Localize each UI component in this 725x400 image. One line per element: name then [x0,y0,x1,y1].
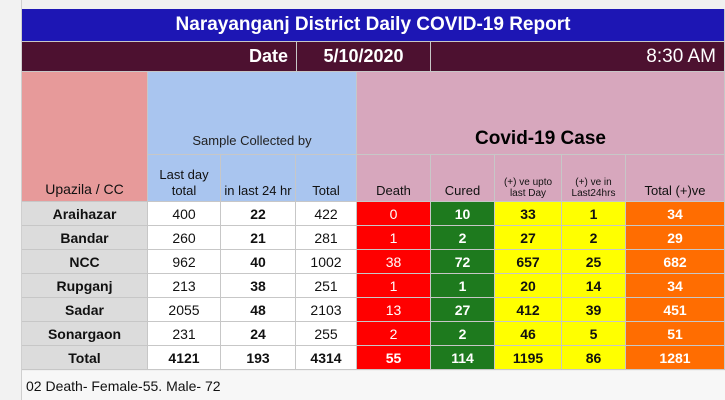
death-cell: 13 [357,298,431,322]
cured-cell: 10 [431,202,495,226]
total-positive-cell: 451 [626,298,725,322]
death-cell: 1 [357,226,431,250]
total-positive-cell: 51 [626,322,725,346]
last-day-total-cell: 213 [148,274,221,298]
sheet-left-edge [0,0,22,400]
positive-24hrs-cell: 25 [562,250,626,274]
positive-upto-cell: 1195 [495,346,562,370]
sample-total-cell: 422 [296,202,357,226]
cured-cell: 27 [431,298,495,322]
sample-total-cell: 281 [296,226,357,250]
positive-upto-cell: 412 [495,298,562,322]
positive-upto-cell: 46 [495,322,562,346]
last-24-hr-cell: 21 [221,226,296,250]
positive-upto-cell: 27 [495,226,562,250]
sample-collected-header: Sample Collected by [148,72,357,155]
positive-upto-cell: 20 [495,274,562,298]
last-24-hr-cell: 38 [221,274,296,298]
sample-total-cell: 2103 [296,298,357,322]
death-cell: 0 [357,202,431,226]
positive-24hrs-cell: 5 [562,322,626,346]
last-24-hr-cell: 193 [221,346,296,370]
upazila-name: Rupganj [22,274,148,298]
upazila-name: Araihazar [22,202,148,226]
cured-cell: 72 [431,250,495,274]
death-cell: 1 [357,274,431,298]
upazila-name: Total [22,346,148,370]
last-day-total-cell: 2055 [148,298,221,322]
last-24-hr-cell: 22 [221,202,296,226]
last-day-total-header: Last day total [148,155,221,202]
cured-cell: 2 [431,226,495,250]
sample-total-cell: 251 [296,274,357,298]
last-day-total-cell: 260 [148,226,221,250]
total-positive-cell: 34 [626,274,725,298]
positive-24hrs-cell: 86 [562,346,626,370]
upazila-name: Bandar [22,226,148,250]
footnote: 02 Death- Female-55. Male- 72 [22,371,725,400]
total-positive-header: Total (+)ve [626,155,725,202]
last-24-hr-cell: 24 [221,322,296,346]
cured-header: Cured [431,155,495,202]
death-cell: 2 [357,322,431,346]
last-day-total-cell: 400 [148,202,221,226]
positive-upto-cell: 657 [495,250,562,274]
death-cell: 38 [357,250,431,274]
cured-cell: 114 [431,346,495,370]
last-day-total-cell: 231 [148,322,221,346]
positive-24hrs-cell: 39 [562,298,626,322]
death-header: Death [357,155,431,202]
in-last-24-hr-header: in last 24 hr [221,155,296,202]
sample-total-header: Total [296,155,357,202]
sample-total-cell: 4314 [296,346,357,370]
total-positive-cell: 682 [626,250,725,274]
date-value: 5/10/2020 [297,42,431,72]
time-value: 8:30 AM [431,42,725,72]
sample-total-cell: 255 [296,322,357,346]
positive-upto-cell: 33 [495,202,562,226]
positive-24hrs-cell: 1 [562,202,626,226]
positive-24hrs-cell: 14 [562,274,626,298]
cured-cell: 2 [431,322,495,346]
covid-case-header: Covid-19 Case [357,72,725,155]
total-positive-cell: 34 [626,202,725,226]
upazila-name: NCC [22,250,148,274]
upazila-header: Upazila / CC [22,72,148,202]
last-24-hr-cell: 40 [221,250,296,274]
last-24-hr-cell: 48 [221,298,296,322]
report-title: Narayanganj District Daily COVID-19 Repo… [22,9,725,42]
upazila-name: Sonargaon [22,322,148,346]
positive-24hrs-cell: 2 [562,226,626,250]
positive-upto-last-day-header: (+) ve upto last Day [495,155,562,202]
positive-last-24hrs-header: (+) ve in Last24hrs [562,155,626,202]
total-positive-cell: 29 [626,226,725,250]
last-day-total-cell: 962 [148,250,221,274]
death-cell: 55 [357,346,431,370]
cured-cell: 1 [431,274,495,298]
date-label: Date [22,42,297,72]
sample-total-cell: 1002 [296,250,357,274]
total-positive-cell: 1281 [626,346,725,370]
upazila-name: Sadar [22,298,148,322]
last-day-total-cell: 4121 [148,346,221,370]
